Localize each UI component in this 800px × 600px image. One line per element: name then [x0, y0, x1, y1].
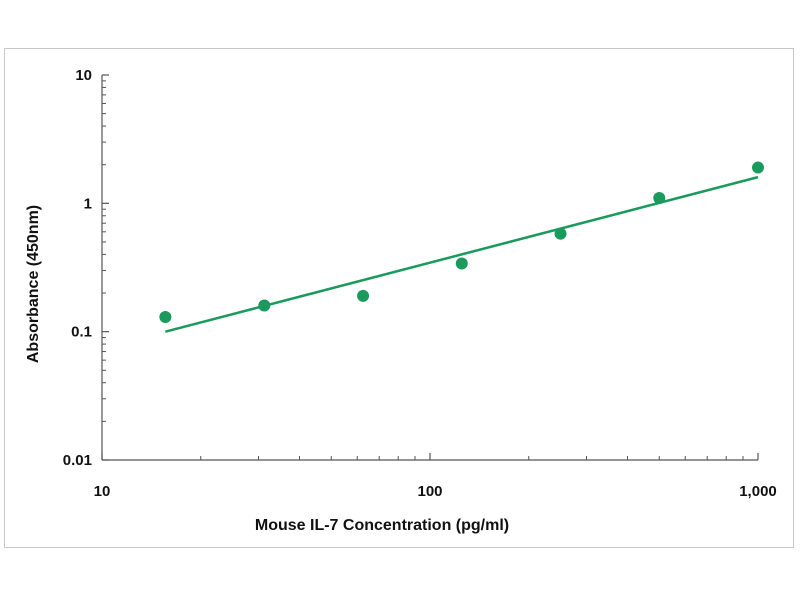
y-axis-title: Absorbance (450nm) — [25, 205, 42, 363]
data-point — [357, 289, 370, 302]
chart-frame — [4, 48, 794, 548]
data-point — [554, 227, 567, 240]
data-points — [159, 161, 764, 324]
y-tick-label: 10 — [75, 67, 92, 84]
data-point — [258, 299, 271, 312]
data-point — [653, 192, 666, 205]
data-point — [159, 311, 172, 324]
x-axis-ticks: 10 100 1,000 — [94, 453, 777, 500]
data-point — [455, 257, 468, 270]
axes — [101, 75, 758, 461]
data-point — [752, 161, 764, 174]
y-tick-label: 1 — [84, 195, 92, 212]
y-tick-label: 0.1 — [71, 324, 92, 341]
x-tick-label: 10 — [94, 483, 111, 500]
x-tick-label: 100 — [417, 483, 442, 500]
y-axis-ticks: 0.01 0.1 1 10 — [63, 67, 109, 469]
y-tick-label: 0.01 — [63, 452, 92, 469]
x-axis-title: Mouse IL-7 Concentration (pg/ml) — [255, 517, 509, 534]
x-tick-label: 1,000 — [739, 483, 777, 500]
fit-line — [165, 175, 759, 333]
